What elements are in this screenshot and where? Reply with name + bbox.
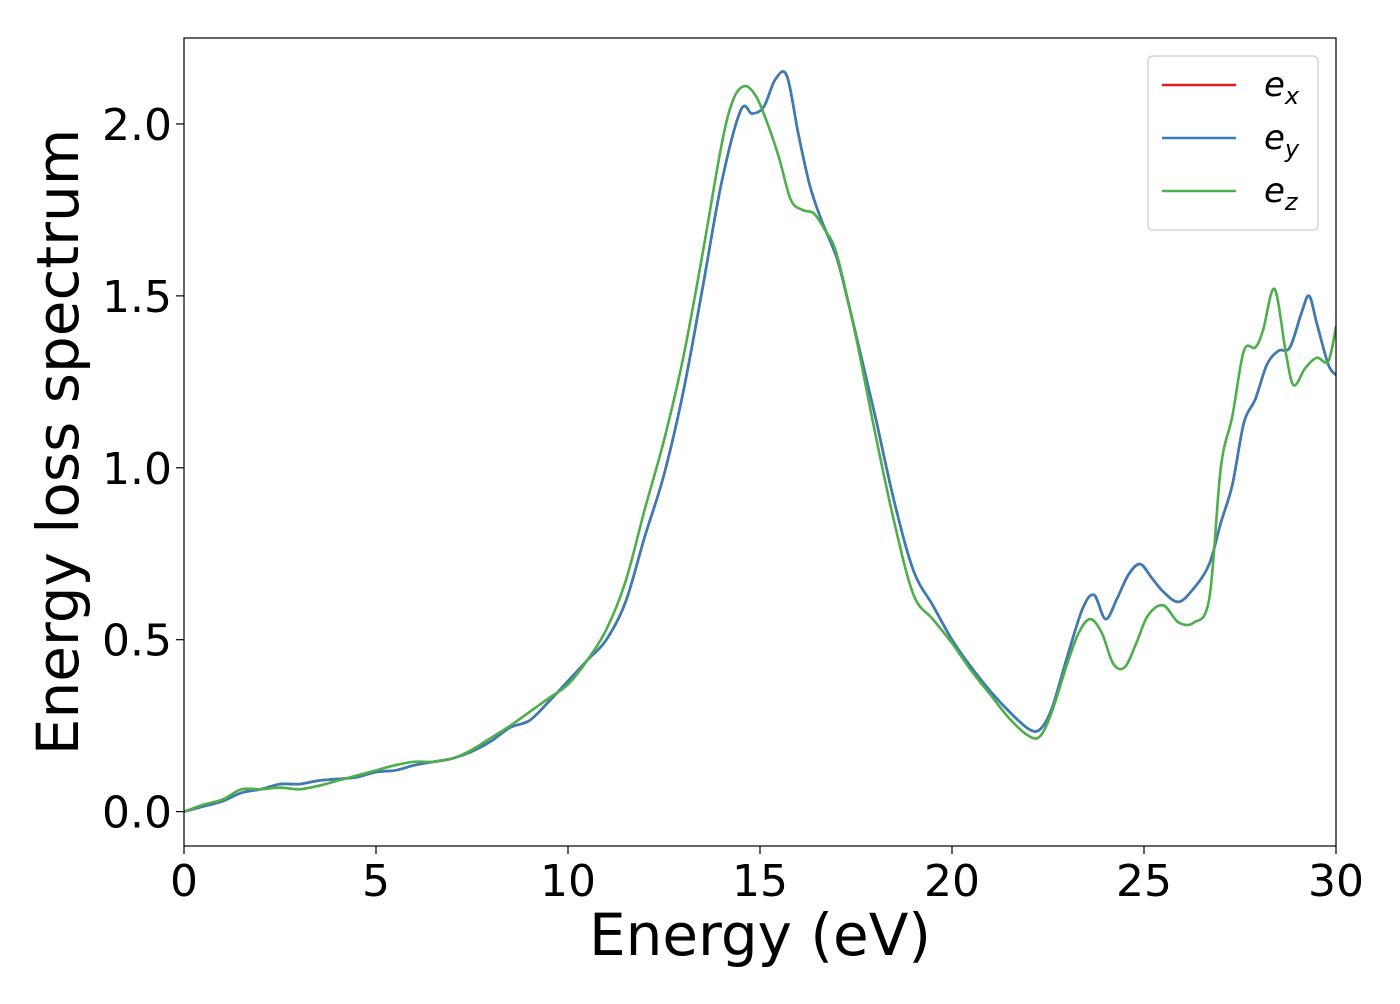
- series-line-ez: [184, 84, 1336, 813]
- x-tick-label: 15: [732, 856, 788, 907]
- x-axis-title: Energy (eV): [589, 901, 931, 969]
- series-layer: [184, 70, 1336, 813]
- legend-box: [1147, 55, 1319, 231]
- y-tick-label: 0.0: [102, 788, 172, 839]
- y-tick-label: 0.5: [102, 616, 172, 667]
- x-tick-label: 25: [1116, 856, 1172, 907]
- y-tick-label: 1.0: [102, 444, 172, 495]
- ticks-layer: 0 5 10 15 20 25 30 0.0 0.5 1.0 1.5 2.0: [102, 100, 1364, 907]
- x-tick-label: 0: [170, 856, 198, 907]
- y-tick-label: 1.5: [102, 272, 172, 323]
- y-axis-title: Energy loss spectrum: [24, 129, 92, 755]
- x-tick-label: 10: [540, 856, 596, 907]
- x-tick-label: 30: [1308, 856, 1364, 907]
- y-tick-label: 2.0: [102, 100, 172, 151]
- x-tick-label: 5: [362, 856, 390, 907]
- legend-label-ex: ex: [1264, 65, 1300, 110]
- x-tick-label: 20: [924, 856, 980, 907]
